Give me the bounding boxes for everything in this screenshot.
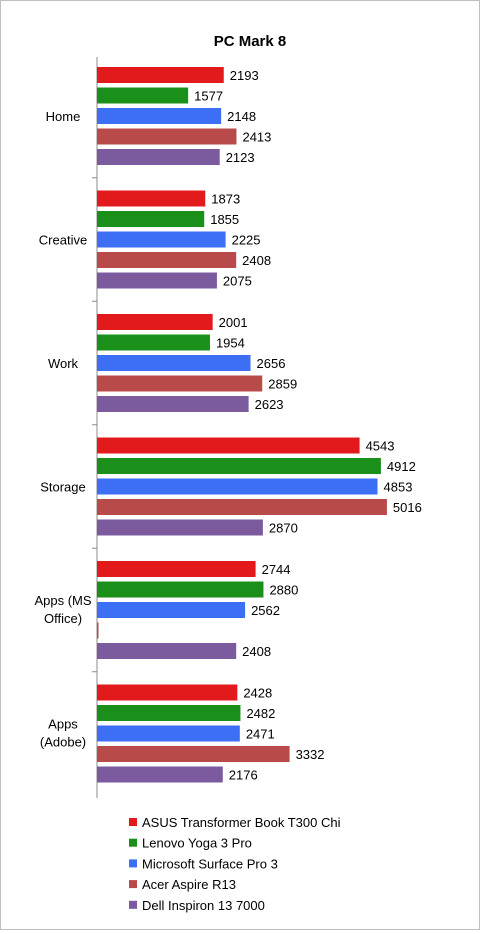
data-label-0-2: 2148	[227, 109, 256, 124]
data-label-4-0: 2744	[262, 562, 291, 577]
legend-label-2: Microsoft Surface Pro 3	[142, 856, 278, 871]
bar-1-4	[97, 272, 217, 289]
data-label-1-2: 2225	[232, 233, 261, 248]
data-label-1-4: 2075	[223, 274, 252, 289]
data-label-2-2: 2656	[257, 356, 286, 371]
data-label-5-1: 2482	[246, 706, 275, 721]
bar-1-2	[97, 231, 226, 248]
data-label-0-0: 2193	[230, 68, 259, 83]
plot-area: Home 2193 1577 2148 2413 2123 Creative 1873 1855…	[34, 67, 422, 783]
legend-label-0: ASUS Transformer Book T300 Chi	[142, 815, 341, 830]
data-label-2-3: 2859	[268, 377, 297, 392]
bar-4-2	[97, 602, 246, 618]
legend-label-4: Dell Inspiron 13 7000	[142, 898, 265, 913]
category-label-3: Storage	[40, 480, 86, 495]
data-label-0-3: 2413	[242, 130, 271, 145]
data-label-3-2: 4853	[384, 480, 413, 495]
bar-3-4	[97, 519, 263, 536]
data-label-1-1: 1855	[210, 212, 239, 227]
data-label-3-0: 4543	[366, 439, 395, 454]
data-label-5-0: 2428	[243, 686, 272, 701]
bar-1-0	[97, 190, 206, 207]
bar-2-3	[97, 375, 263, 392]
bar-1-3	[97, 252, 237, 268]
data-label-1-0: 1873	[211, 192, 240, 207]
data-label-3-4: 2870	[269, 521, 298, 536]
category-label-4: Apps (MS Office)	[34, 593, 91, 626]
legend-swatch-3	[129, 880, 137, 889]
bar-5-1	[97, 705, 241, 721]
data-label-5-3: 3332	[296, 747, 325, 762]
bar-5-2	[97, 725, 240, 742]
bar-5-0	[97, 684, 238, 701]
data-label-0-4: 2123	[226, 150, 255, 165]
legend-swatch-2	[129, 859, 137, 868]
data-label-4-2: 2562	[251, 603, 280, 618]
data-label-3-3: 5016	[393, 500, 422, 515]
bar-4-4	[97, 643, 237, 659]
data-label-4-4: 2408	[242, 644, 271, 659]
legend-swatch-4	[129, 900, 137, 909]
bar-0-2	[97, 108, 222, 124]
data-label-1-3: 2408	[242, 253, 271, 268]
category-label-2: Work	[48, 356, 79, 371]
bar-3-2	[97, 478, 378, 495]
bar-0-0	[97, 67, 224, 83]
data-label-2-4: 2623	[255, 397, 284, 412]
data-label-2-1: 1954	[216, 336, 245, 351]
data-label-4-1: 2880	[269, 583, 298, 598]
chart-title: PC Mark 8	[214, 33, 287, 50]
data-label-5-2: 2471	[246, 727, 275, 742]
data-label-2-0: 2001	[219, 315, 248, 330]
bar-4-1	[97, 581, 264, 598]
bar-1-1	[97, 211, 205, 227]
bar-4-3	[97, 622, 99, 639]
bar-4-0	[97, 561, 256, 577]
bar-3-1	[97, 458, 381, 474]
bar-2-0	[97, 314, 213, 330]
category-label-0: Home	[46, 109, 81, 124]
bar-0-1	[97, 87, 189, 104]
data-label-3-1: 4912	[387, 459, 416, 474]
bar-3-3	[97, 499, 387, 515]
data-label-5-4: 2176	[229, 768, 258, 783]
legend-swatch-1	[129, 838, 137, 847]
bar-2-2	[97, 355, 251, 371]
bar-0-4	[97, 149, 220, 165]
bar-3-0	[97, 437, 360, 454]
bar-2-4	[97, 396, 249, 412]
legend-swatch-0	[129, 818, 137, 826]
legend-label-1: Lenovo Yoga 3 Pro	[142, 836, 252, 851]
legend: ASUS Transformer Book T300 Chi Lenovo Yog…	[129, 815, 341, 913]
legend-label-3: Acer Aspire R13	[142, 877, 236, 892]
bar-2-1	[97, 334, 210, 351]
category-label-1: Creative	[39, 233, 87, 248]
bar-5-4	[97, 766, 223, 783]
bar-5-3	[97, 746, 290, 762]
bar-0-3	[97, 128, 237, 145]
data-label-0-1: 1577	[194, 89, 223, 104]
category-label-5: Apps (Adobe)	[40, 717, 86, 750]
